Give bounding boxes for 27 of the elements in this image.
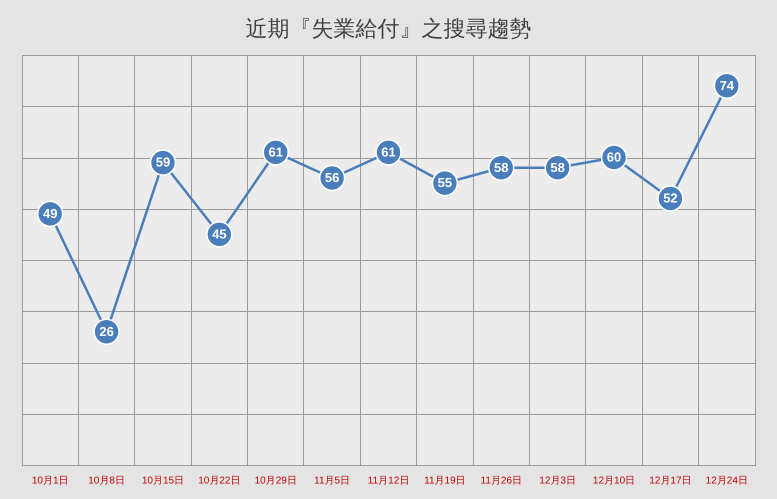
data-label: 61 bbox=[268, 144, 283, 160]
x-tick-label: 10月15日 bbox=[142, 476, 184, 486]
data-label: 56 bbox=[324, 170, 340, 185]
data-label: 55 bbox=[438, 175, 452, 190]
x-tick-label: 11月19日 bbox=[424, 476, 466, 486]
data-label: 58 bbox=[494, 160, 509, 175]
data-label: 60 bbox=[606, 150, 622, 164]
data-label: 59 bbox=[156, 154, 170, 170]
x-tick-label: 12月3日 bbox=[539, 476, 576, 486]
data-label: 45 bbox=[212, 226, 227, 242]
data-label: 61 bbox=[381, 144, 396, 160]
x-tick-label: 12月24日 bbox=[706, 476, 748, 486]
data-label: 49 bbox=[42, 206, 58, 221]
x-tick-label: 11月26日 bbox=[480, 476, 522, 486]
x-tick-label: 11月5日 bbox=[314, 476, 350, 486]
x-tick-label: 10月29日 bbox=[254, 476, 297, 486]
chart-title: 近期『失業給付』之搜尋趨勢 bbox=[246, 16, 532, 41]
data-label: 74 bbox=[720, 78, 735, 93]
data-label: 52 bbox=[663, 190, 678, 206]
x-tick-label: 12月10日 bbox=[592, 476, 636, 486]
data-label: 58 bbox=[550, 160, 565, 175]
x-tick-label: 10月8日 bbox=[88, 476, 125, 486]
data-label: 26 bbox=[99, 324, 114, 339]
x-tick-label: 11月12日 bbox=[368, 476, 410, 486]
x-tick-label: 10月1日 bbox=[32, 476, 69, 486]
x-tick-label: 12月17日 bbox=[649, 476, 692, 486]
x-tick-label: 10月22日 bbox=[198, 476, 240, 486]
